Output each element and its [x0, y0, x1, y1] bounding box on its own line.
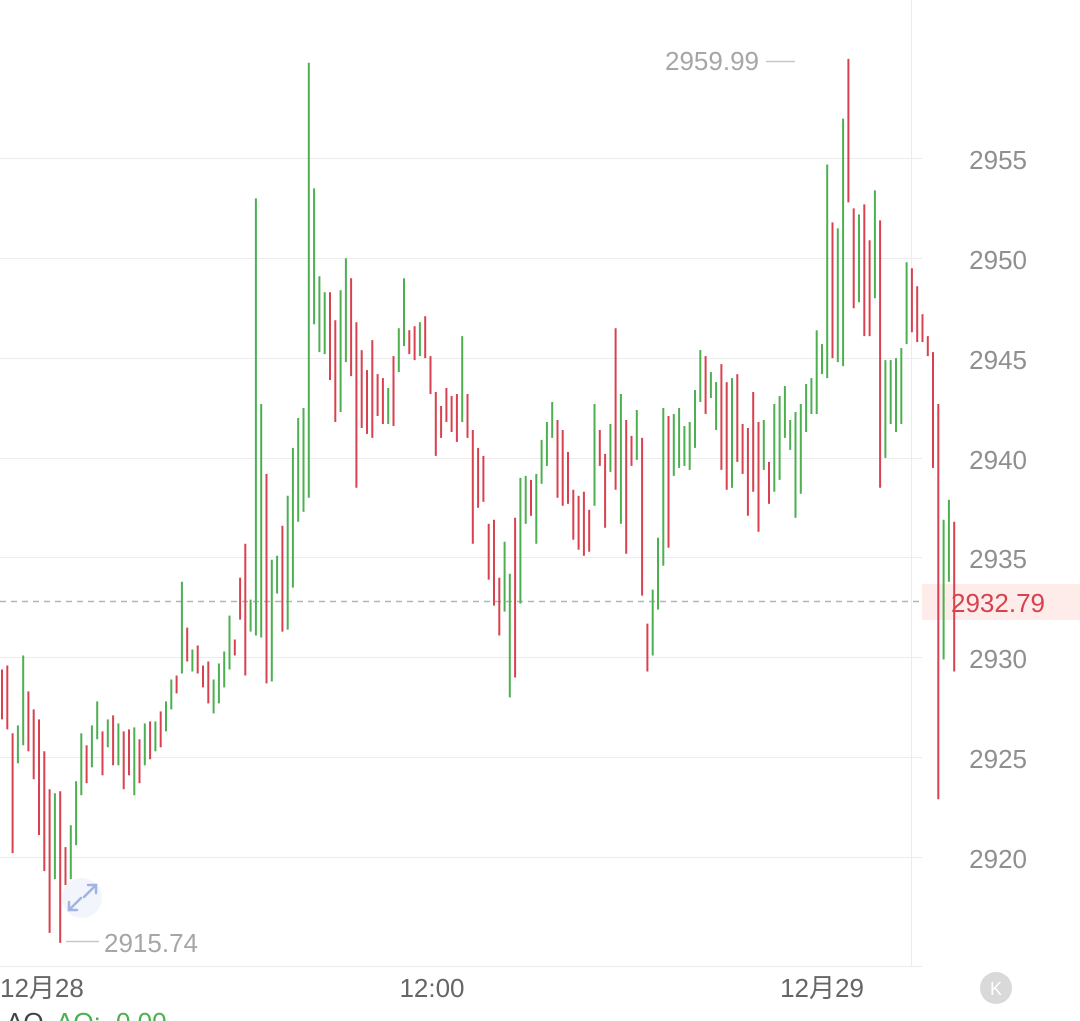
indicator-value: 0.00	[116, 1007, 167, 1021]
y-tick-label: 2935	[969, 544, 1027, 574]
indicator-label: AO:	[56, 1007, 101, 1021]
indicator-row: AO AO: 0.00	[6, 1007, 167, 1021]
y-tick-label: 2945	[969, 345, 1027, 375]
y-tick-label: 2920	[969, 844, 1027, 874]
low-marker: 2915.74	[66, 928, 198, 958]
y-tick-label: 2950	[969, 245, 1027, 275]
x-tick-label: 12:00	[399, 973, 464, 1003]
grid	[0, 158, 922, 967]
x-tick-label: 12月29	[780, 973, 864, 1003]
high-value-label: 2959.99	[665, 46, 759, 76]
indicator-name: AO	[6, 1007, 44, 1021]
y-tick-label: 2930	[969, 644, 1027, 674]
price-bars	[1, 58, 956, 943]
y-tick-label: 2940	[969, 445, 1027, 475]
expand-icon[interactable]	[62, 878, 102, 918]
y-tick-label: 2925	[969, 744, 1027, 774]
collapse-button[interactable]: K	[980, 972, 1012, 1004]
y-axis: 2955 2950 2945 2940 2935 2930 2925 2920	[969, 145, 1027, 874]
current-price-highlight	[922, 584, 1080, 620]
x-tick-label: 12月28	[0, 973, 84, 1003]
low-value-label: 2915.74	[104, 928, 198, 958]
high-marker: 2959.99	[665, 46, 795, 76]
collapse-icon: K	[990, 979, 1002, 999]
current-price-label: 2932.79	[951, 588, 1045, 618]
y-tick-label: 2955	[969, 145, 1027, 175]
x-axis: 12月28 12:00 12月29	[0, 973, 864, 1003]
